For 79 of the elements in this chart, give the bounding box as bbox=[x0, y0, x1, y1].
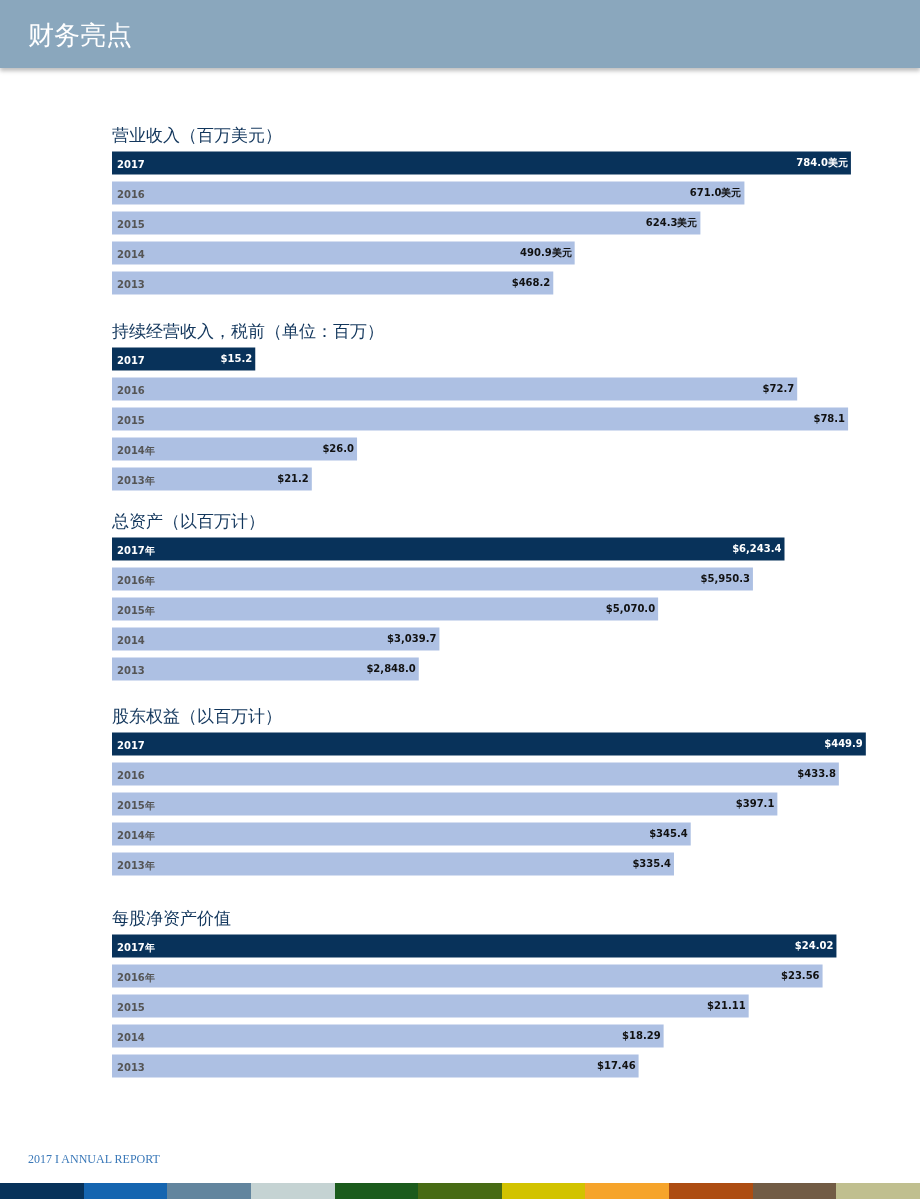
bar bbox=[112, 1054, 639, 1078]
data-label: $3,039.7 bbox=[387, 632, 437, 644]
data-label: $23.56 bbox=[780, 969, 820, 981]
chart-title: 每股净资产价值 bbox=[112, 907, 232, 930]
y-tick-label: 2015年 bbox=[117, 604, 155, 616]
bar bbox=[112, 377, 798, 401]
bar bbox=[112, 1024, 664, 1048]
y-tick-label: 2014 bbox=[117, 634, 145, 646]
data-label: $26.0 bbox=[322, 442, 355, 454]
y-tick-label: 2016 bbox=[117, 769, 145, 781]
bar bbox=[112, 567, 753, 591]
data-label: 784.0美元 bbox=[796, 156, 848, 168]
y-tick-label: 2014 bbox=[117, 248, 145, 260]
data-label: $397.1 bbox=[735, 797, 775, 809]
data-label: $21.2 bbox=[277, 472, 309, 484]
y-tick-label: 2016 bbox=[117, 188, 145, 200]
bar bbox=[112, 241, 575, 265]
y-tick-label: 2013年 bbox=[117, 474, 155, 486]
data-label: $24.02 bbox=[794, 939, 834, 951]
data-label: 624.3美元 bbox=[645, 216, 698, 228]
y-tick-label: 2014年 bbox=[117, 829, 155, 841]
bar bbox=[112, 407, 849, 431]
bar bbox=[112, 822, 691, 846]
data-label: $17.46 bbox=[597, 1059, 636, 1071]
bar bbox=[112, 732, 866, 756]
data-label: $5,950.3 bbox=[700, 572, 750, 584]
data-label: $468.2 bbox=[511, 276, 551, 288]
bar bbox=[112, 151, 851, 175]
y-tick-label: 2017 bbox=[117, 354, 145, 366]
text: 财务亮点 bbox=[28, 19, 132, 52]
bar bbox=[112, 762, 839, 786]
bar bbox=[112, 537, 785, 561]
data-label: $6,243.4 bbox=[732, 542, 782, 554]
data-label: $72.7 bbox=[762, 382, 795, 394]
y-tick-label: 2016年 bbox=[117, 574, 155, 586]
y-tick-label: 2017年 bbox=[117, 544, 155, 556]
bar bbox=[112, 792, 778, 816]
y-tick-label: 2016 bbox=[117, 384, 145, 396]
bar bbox=[112, 181, 745, 205]
y-tick-label: 2016年 bbox=[117, 971, 155, 983]
bar bbox=[112, 964, 823, 988]
data-label: $21.11 bbox=[707, 999, 746, 1011]
bar bbox=[112, 994, 749, 1018]
y-tick-label: 2013年 bbox=[117, 859, 155, 871]
chart-title: 股东权益（以百万计） bbox=[112, 705, 283, 728]
bar bbox=[112, 597, 659, 621]
data-label: $449.9 bbox=[824, 737, 863, 749]
chart-title: 持续经营收入，税前（单位：百万） bbox=[112, 320, 385, 343]
y-tick-label: 2017 bbox=[117, 158, 145, 170]
y-tick-label: 2015 bbox=[117, 1001, 145, 1013]
data-label: $335.4 bbox=[632, 857, 672, 869]
y-tick-label: 2015 bbox=[117, 218, 145, 230]
chart-title: 总资产（以百万计） bbox=[112, 510, 266, 533]
data-label: $15.2 bbox=[220, 352, 253, 364]
chart-title: 营业收入（百万美元） bbox=[112, 124, 283, 147]
y-tick-label: 2013 bbox=[117, 664, 145, 676]
data-label: $345.4 bbox=[649, 827, 688, 839]
data-label: $78.1 bbox=[813, 412, 846, 424]
bar bbox=[112, 627, 440, 651]
bar bbox=[112, 934, 837, 958]
data-label: $18.29 bbox=[622, 1029, 661, 1041]
bar bbox=[112, 852, 674, 876]
data-label: $2,848.0 bbox=[366, 662, 416, 674]
data-label: 671.0美元 bbox=[689, 186, 742, 198]
bar bbox=[112, 657, 419, 681]
data-label: $5,070.0 bbox=[605, 602, 656, 614]
y-tick-label: 2015 bbox=[117, 414, 145, 426]
y-tick-label: 2013 bbox=[117, 278, 145, 290]
y-tick-label: 2014年 bbox=[117, 444, 155, 456]
data-label: $433.8 bbox=[797, 767, 836, 779]
y-tick-label: 2015年 bbox=[117, 799, 155, 811]
bar bbox=[112, 211, 701, 235]
y-tick-label: 2013 bbox=[117, 1061, 145, 1073]
y-tick-label: 2014 bbox=[117, 1031, 145, 1043]
text: 2017 I ANNUAL REPORT bbox=[28, 1152, 160, 1167]
y-tick-label: 2017年 bbox=[117, 941, 155, 953]
y-tick-label: 2017 bbox=[117, 739, 145, 751]
bar bbox=[112, 271, 554, 295]
data-label: 490.9美元 bbox=[520, 246, 572, 258]
